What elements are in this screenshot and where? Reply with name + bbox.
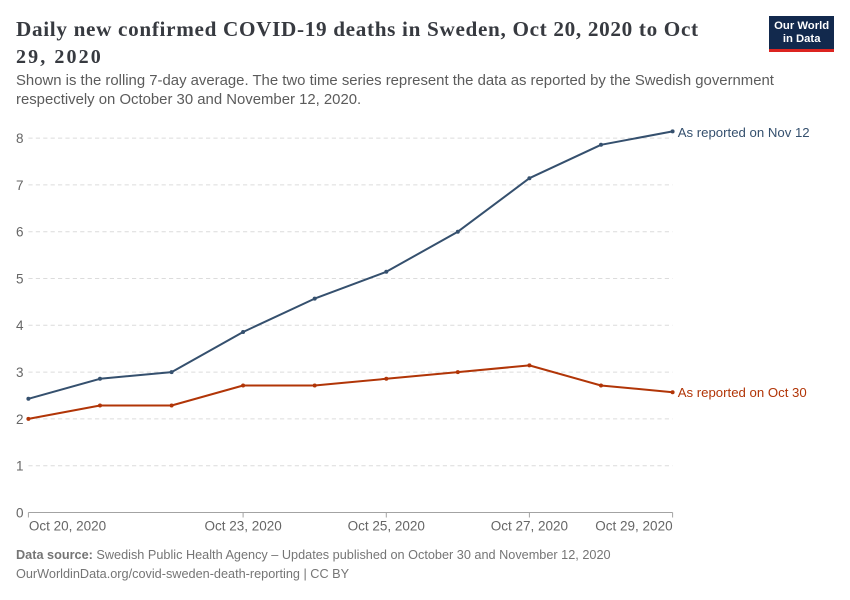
svg-text:7: 7 (16, 178, 24, 193)
svg-text:Oct 27, 2020: Oct 27, 2020 (491, 518, 568, 533)
svg-text:5: 5 (16, 271, 24, 286)
svg-text:Oct 25, 2020: Oct 25, 2020 (348, 518, 425, 533)
svg-text:8: 8 (16, 131, 24, 146)
svg-text:As reported on Nov 12: As reported on Nov 12 (678, 125, 810, 140)
svg-text:2: 2 (16, 412, 24, 427)
svg-text:Oct 20, 2020: Oct 20, 2020 (29, 518, 106, 533)
svg-text:1: 1 (16, 459, 24, 474)
svg-text:Oct 29, 2020: Oct 29, 2020 (595, 518, 672, 533)
svg-text:3: 3 (16, 365, 24, 380)
svg-text:As reported on Oct 30: As reported on Oct 30 (678, 385, 807, 400)
svg-text:6: 6 (16, 225, 24, 240)
svg-text:0: 0 (16, 505, 24, 520)
svg-text:Oct 23, 2020: Oct 23, 2020 (204, 518, 281, 533)
svg-text:4: 4 (16, 318, 24, 333)
